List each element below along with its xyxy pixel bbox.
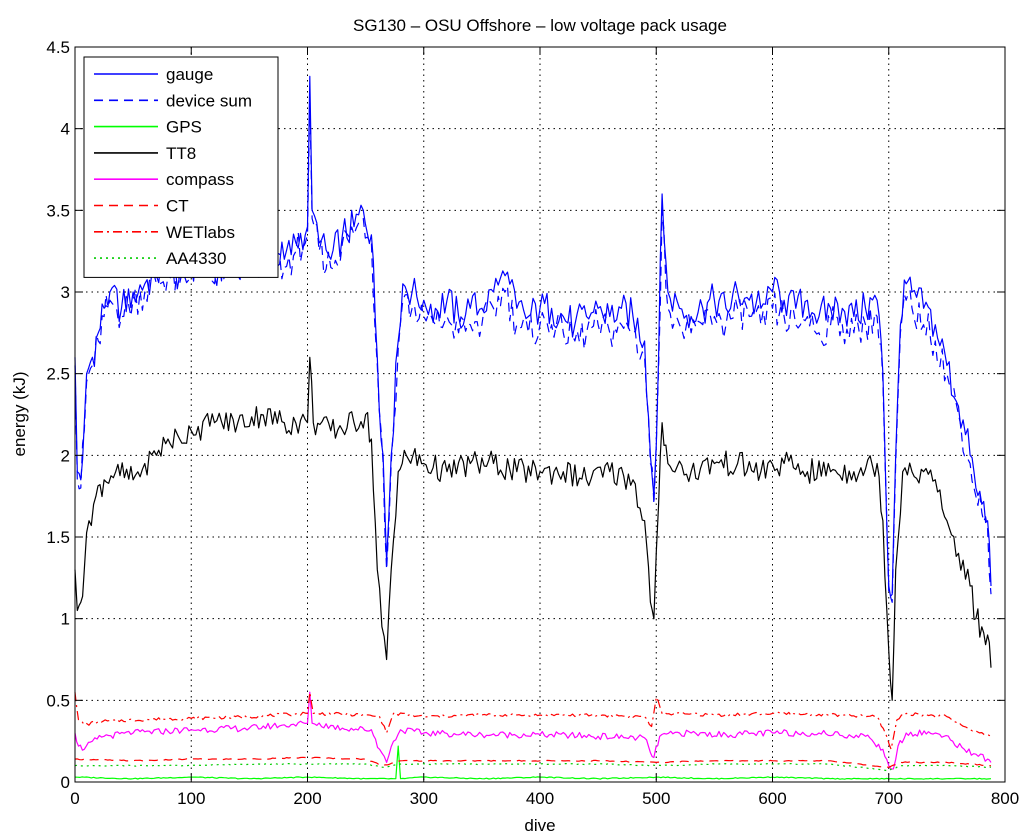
series-line-aa4330 (74, 762, 992, 772)
chart-title: SG130 – OSU Offshore – low voltage pack … (353, 16, 727, 35)
y-tick-label: 1.5 (46, 528, 70, 547)
x-tick-label: 800 (991, 789, 1019, 808)
series-line-ct (74, 756, 991, 768)
x-tick-label: 0 (70, 789, 79, 808)
y-tick-label: 3 (61, 283, 70, 302)
legend-box (83, 56, 279, 278)
y-tick-label: 0.5 (46, 691, 70, 710)
x-tick-label: 100 (177, 789, 205, 808)
y-tick-label: 2 (61, 446, 70, 465)
x-tick-label: 200 (293, 789, 321, 808)
legend-label: gauge (166, 65, 213, 84)
y-tick-label: 4.5 (46, 38, 70, 57)
axis-ticks: 0 100 200 300 400 500 600 700 800 0 0.5 1 1.5 2 2.5 3 3.… (46, 38, 1019, 808)
legend-label: AA4330 (166, 249, 227, 268)
y-axis-label: energy (kJ) (10, 371, 29, 456)
legend-label: device sum (166, 91, 252, 110)
y-tick-label: 4 (61, 120, 70, 139)
x-tick-label: 400 (526, 789, 554, 808)
series-line-compass (74, 691, 992, 770)
x-tick-label: 700 (875, 789, 903, 808)
y-tick-label: 0 (61, 773, 70, 792)
legend-label: WETlabs (166, 223, 235, 242)
series-line-tt8 (74, 356, 992, 701)
y-tick-label: 1 (61, 610, 70, 629)
legend: gauge device sum GPS TT8 compass CT WETlabs AA4… (83, 56, 279, 278)
x-tick-label: 500 (642, 789, 670, 808)
x-tick-label: 300 (410, 789, 438, 808)
data-series (74, 75, 992, 780)
x-axis-label: dive (524, 816, 555, 835)
series-line-wetlabs (74, 691, 992, 750)
y-tick-label: 2.5 (46, 365, 70, 384)
y-tick-label: 3.5 (46, 201, 70, 220)
legend-label: GPS (166, 118, 202, 137)
x-tick-label: 600 (758, 789, 786, 808)
legend-label: compass (166, 170, 234, 189)
legend-label: CT (166, 197, 189, 216)
series-line-gps (74, 745, 992, 780)
legend-label: TT8 (166, 144, 196, 163)
